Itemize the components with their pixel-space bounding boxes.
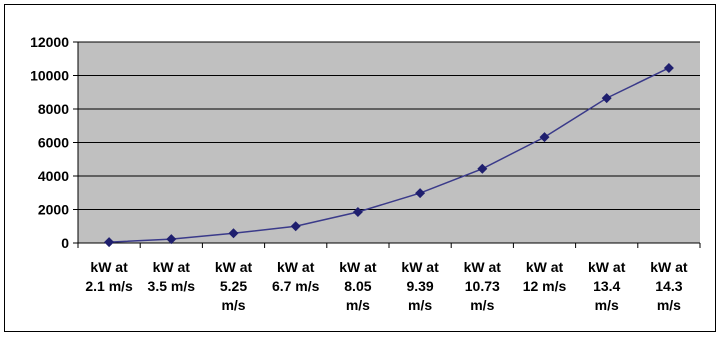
data-point-marker (601, 93, 612, 104)
x-tick-label-line: kW at (153, 259, 191, 275)
x-tick-label-line: 8.05 (344, 278, 371, 294)
x-tick-label-line: m/s (657, 297, 681, 313)
series-line (109, 67, 670, 243)
x-tick-label-line: kW at (277, 259, 315, 275)
x-tick-label-line: kW at (588, 259, 626, 275)
data-point-marker (104, 237, 115, 248)
x-tick-label: kW at 14.3 m/s (650, 259, 688, 313)
data-point-marker (663, 62, 674, 73)
data-point-marker (539, 132, 550, 143)
y-tick-label: 12000 (30, 34, 69, 50)
x-tick-label-line: 14.3 (655, 278, 682, 294)
x-tick-label-line: 3.5 m/s (148, 278, 196, 294)
y-tick-label: 8000 (38, 101, 69, 117)
x-tick-label: kW at 9.39 m/s (401, 259, 439, 313)
x-tick-label-line: m/s (470, 297, 494, 313)
data-point-marker (166, 234, 177, 245)
x-tick-label-line: 2.1 m/s (85, 278, 133, 294)
x-tick-label-line: 12 m/s (523, 278, 567, 294)
x-tick-label: kW at 13.4 m/s (588, 259, 626, 313)
data-point-marker (290, 221, 301, 232)
x-tick-label-line: 6.7 m/s (272, 278, 320, 294)
x-tick-label: kW at 2.1 m/s (85, 259, 133, 294)
y-tick-label: 4000 (38, 168, 69, 184)
y-tick-label: 6000 (38, 135, 69, 151)
x-tick-label-line: 9.39 (406, 278, 433, 294)
data-point-marker (352, 207, 363, 218)
x-tick-label-line: m/s (408, 297, 432, 313)
data-point-marker (228, 228, 239, 239)
x-tick-label-line: 10.73 (465, 278, 500, 294)
x-tick-label-line: kW at (464, 259, 502, 275)
x-tick-label: kW at 12 m/s (523, 259, 567, 294)
x-tick-label-line: kW at (401, 259, 439, 275)
x-tick-label-line: kW at (215, 259, 253, 275)
x-tick-label: kW at 10.73 m/s (464, 259, 502, 313)
data-point-marker (415, 188, 426, 199)
x-tick-label-line: kW at (90, 259, 128, 275)
x-tick-label: kW at 8.05 m/s (339, 259, 377, 313)
x-tick-label-line: kW at (339, 259, 377, 275)
y-tick-label: 10000 (30, 68, 69, 84)
x-tick-label: kW at 6.7 m/s (272, 259, 320, 294)
x-tick-label-line: m/s (346, 297, 370, 313)
x-tick-label-line: kW at (650, 259, 688, 275)
y-tick-label: 2000 (38, 202, 69, 218)
x-tick-label: kW at 3.5 m/s (148, 259, 196, 294)
x-tick-label: kW at 5.25 m/s (215, 259, 253, 313)
x-tick-label-line: 5.25 (220, 278, 247, 294)
x-tick-label-line: 13.4 (593, 278, 620, 294)
data-point-marker (477, 163, 488, 174)
x-tick-label-line: m/s (221, 297, 245, 313)
x-tick-label-line: m/s (595, 297, 619, 313)
y-tick-label: 0 (61, 235, 69, 251)
x-tick-label-line: kW at (526, 259, 564, 275)
